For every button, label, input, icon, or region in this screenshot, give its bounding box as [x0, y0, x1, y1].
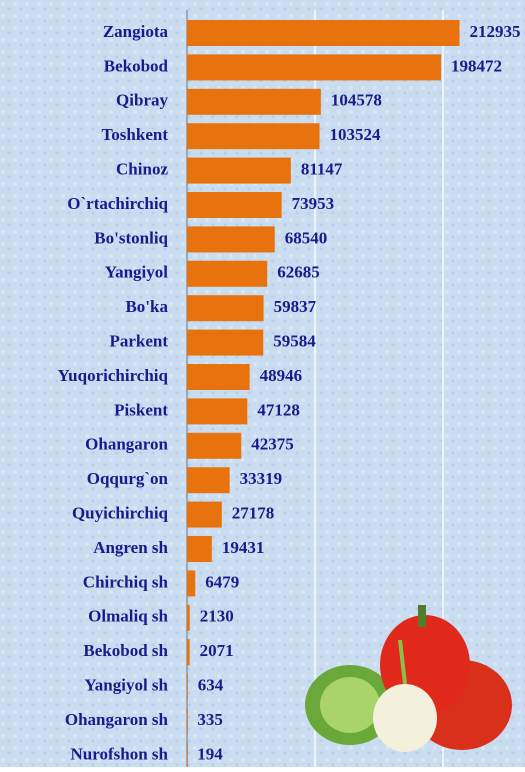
- category-label: Chirchiq sh: [83, 572, 169, 591]
- category-label: Chinoz: [116, 160, 168, 179]
- category-label: Toshkent: [102, 125, 169, 144]
- bar: [187, 570, 196, 597]
- bar: [187, 467, 230, 494]
- value-label: 33319: [240, 469, 283, 488]
- category-label: Parkent: [109, 332, 168, 351]
- value-label: 59837: [274, 297, 317, 316]
- value-label: 81147: [301, 160, 343, 179]
- category-label: Bo'ka: [125, 297, 168, 316]
- bar: [187, 501, 222, 528]
- bar: [187, 192, 282, 218]
- value-label: 2130: [200, 607, 234, 626]
- bar: [187, 432, 242, 459]
- category-label: Bekobod sh: [83, 641, 168, 660]
- category-label: O`rtachirchiq: [67, 194, 168, 213]
- value-label: 2071: [200, 641, 234, 660]
- bar: [187, 226, 275, 253]
- category-label: Qibray: [116, 91, 168, 110]
- bar: [187, 673, 188, 700]
- category-label: Yangiyol: [105, 263, 169, 282]
- category-label: Ohangaron: [85, 435, 168, 454]
- bar: [187, 157, 291, 184]
- bar: [187, 295, 264, 322]
- category-label: Nurofshon sh: [71, 744, 169, 763]
- value-label: 198472: [451, 56, 502, 75]
- bar: [187, 398, 248, 425]
- value-label: 194: [197, 744, 223, 763]
- value-label: 104578: [331, 91, 382, 110]
- bar: [187, 123, 320, 150]
- bar: [187, 536, 212, 562]
- category-label: Yuqorichirchiq: [57, 366, 168, 385]
- vegetables-illustration: [305, 605, 512, 752]
- category-label: Yangiyol sh: [84, 676, 168, 695]
- bar: [187, 742, 188, 769]
- value-label: 42375: [251, 435, 293, 454]
- value-label: 73953: [292, 194, 335, 213]
- value-label: 634: [198, 676, 224, 695]
- bar: [187, 20, 460, 46]
- category-label: Bo'stonliq: [94, 228, 168, 247]
- value-label: 62685: [277, 263, 320, 282]
- value-label: 27178: [232, 504, 275, 523]
- bar: [187, 364, 250, 390]
- bar: [187, 260, 268, 287]
- value-label: 47128: [257, 400, 300, 419]
- bar: [187, 708, 188, 734]
- value-label: 6479: [205, 572, 239, 591]
- value-label: 59584: [273, 332, 316, 351]
- category-label: Ohangaron sh: [65, 710, 169, 729]
- category-label: Oqqurg`on: [87, 469, 169, 488]
- category-label: Olmaliq sh: [88, 607, 168, 626]
- value-label: 48946: [260, 366, 303, 385]
- category-label: Zangiota: [103, 22, 169, 41]
- bar: [187, 329, 264, 356]
- bar: [187, 54, 442, 81]
- value-label: 103524: [330, 125, 382, 144]
- value-label: 68540: [285, 228, 328, 247]
- value-label: 212935: [470, 22, 521, 41]
- category-label: Quyichirchiq: [72, 504, 169, 523]
- category-label: Piskent: [114, 400, 168, 419]
- value-label: 19431: [222, 538, 265, 557]
- category-label: Bekobod: [104, 56, 169, 75]
- bar: [187, 639, 190, 666]
- value-label: 335: [197, 710, 223, 729]
- category-label: Angren sh: [93, 538, 168, 557]
- bar: [187, 604, 190, 631]
- bar: [187, 88, 321, 115]
